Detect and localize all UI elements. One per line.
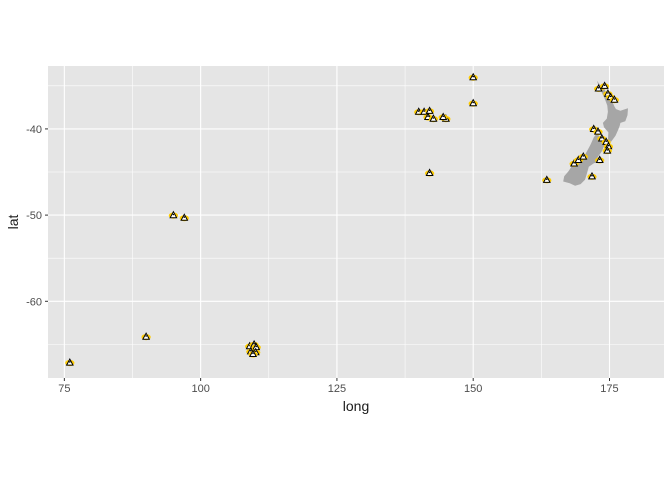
y-tick-label: -40 [26,124,42,136]
penguin-icon [468,98,478,107]
penguin-icon [65,358,75,367]
penguin-icon [602,146,612,155]
y-tick-label: -60 [26,296,42,308]
penguin-icon [609,95,619,104]
penguin-markers [65,72,619,367]
penguin-icon [595,155,605,164]
penguin-icon [425,168,435,177]
x-axis: 75 100 125 150 175 [58,378,619,395]
penguin-icon [438,112,448,121]
x-tick-label: 75 [58,383,70,395]
penguin-icon [587,171,597,180]
x-tick-label: 125 [328,383,346,395]
penguin-icon [141,332,151,341]
penguin-icon [578,152,588,161]
y-axis-title: lat [5,215,21,230]
x-tick-label: 175 [600,383,618,395]
y-tick-label: -50 [26,210,42,222]
penguin-icon [179,213,189,222]
penguin-icon [542,175,552,184]
minor-gridlines [48,66,664,378]
x-tick-label: 100 [191,383,209,395]
penguin-icon [248,349,258,358]
x-axis-title: long [343,398,369,414]
major-gridlines [48,66,664,378]
penguin-icon [428,114,438,123]
penguin-icon [425,106,435,115]
penguin-icon [168,210,178,219]
x-tick-label: 150 [464,383,482,395]
penguin-icon [600,81,610,90]
penguin-icon [593,127,603,136]
penguin-icon [468,72,478,81]
y-axis: -40 -50 -60 [26,124,48,308]
panel-background [48,66,664,378]
